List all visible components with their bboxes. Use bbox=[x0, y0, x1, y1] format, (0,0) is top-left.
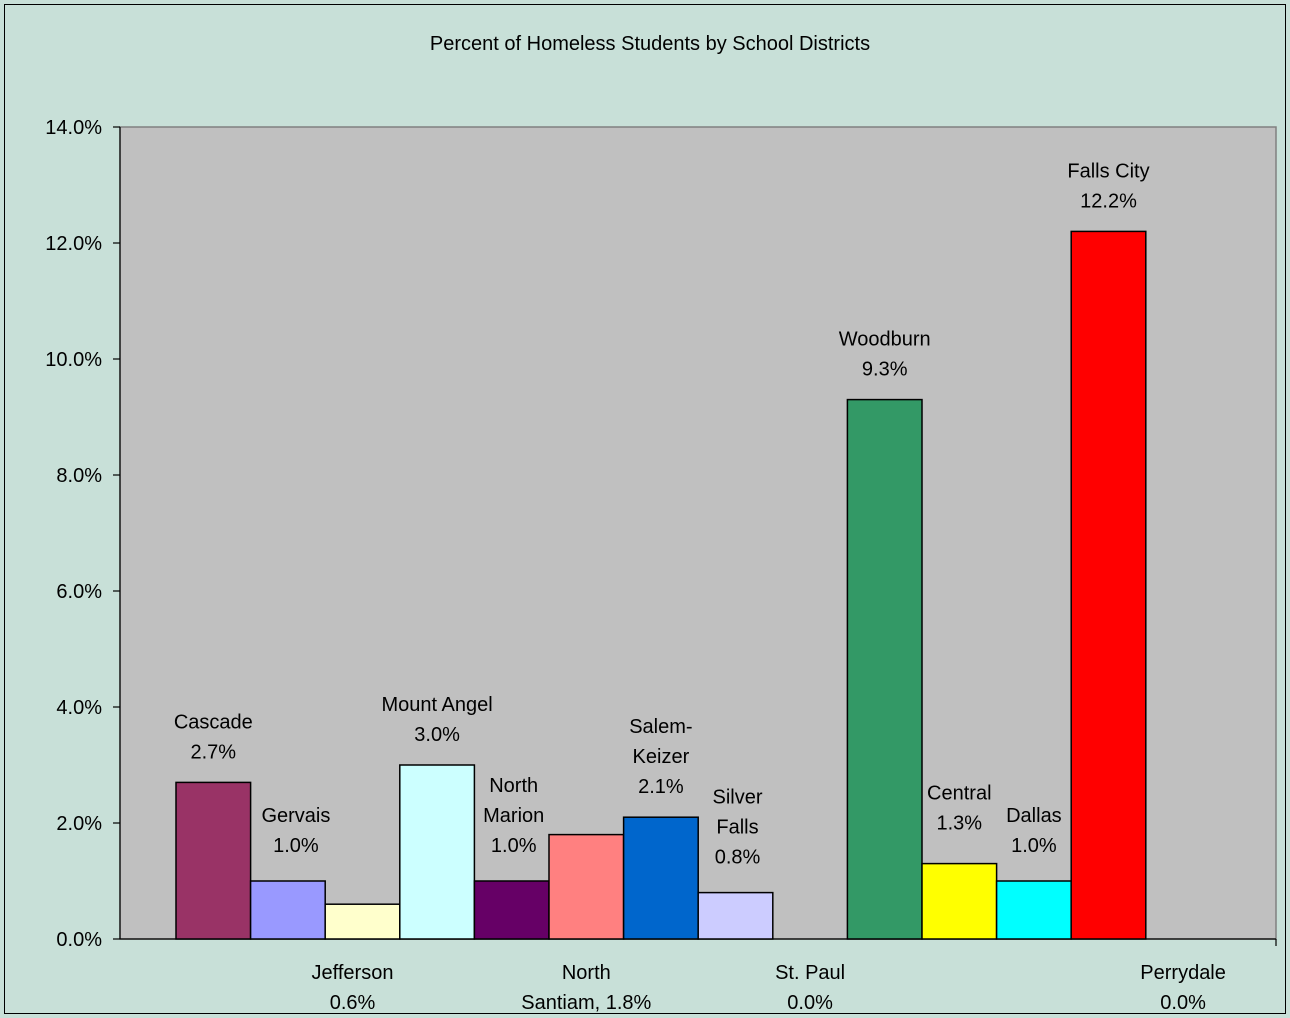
data-label: St. Paul 0.0% bbox=[775, 962, 845, 1014]
bar bbox=[473, 880, 550, 940]
y-tick-label: 0.0% bbox=[56, 929, 102, 951]
chart-title: Percent of Homeless Students by School D… bbox=[430, 33, 870, 55]
y-tick-label: 4.0% bbox=[56, 697, 102, 719]
data-label: Jefferson 0.6% bbox=[312, 962, 394, 1014]
data-label: Silver Falls 0.8% bbox=[712, 787, 762, 869]
data-label: Perrydale 0.0% bbox=[1140, 962, 1226, 1014]
data-label: Mount Angel 3.0% bbox=[381, 694, 492, 746]
data-label: Dallas 1.0% bbox=[1006, 805, 1062, 857]
bar bbox=[622, 816, 699, 940]
y-tick-label: 10.0% bbox=[45, 349, 102, 371]
y-tick-label: 12.0% bbox=[45, 233, 102, 255]
bar bbox=[399, 764, 476, 940]
data-label: Salem-Keizer 2.1% bbox=[629, 716, 692, 798]
y-tick-label: 6.0% bbox=[56, 581, 102, 603]
data-label: North Marion 1.0% bbox=[483, 775, 544, 857]
bar bbox=[1070, 230, 1147, 940]
bar bbox=[175, 781, 252, 940]
bar bbox=[249, 880, 326, 940]
data-labels: Cascade 2.7%Gervais 1.0% Jefferson 0.6% Mount… bbox=[174, 160, 1226, 1014]
data-label: Central 1.3% bbox=[927, 783, 991, 835]
bar bbox=[921, 862, 998, 940]
y-tick-label: 14.0% bbox=[45, 117, 102, 139]
y-tick-label: 2.0% bbox=[56, 813, 102, 835]
bar bbox=[846, 398, 923, 940]
data-label: Cascade 2.7% bbox=[174, 711, 253, 763]
data-label: North Santiam, 1.8% bbox=[521, 962, 651, 1014]
y-tick-label: 8.0% bbox=[56, 465, 102, 487]
data-label: Woodburn 9.3% bbox=[839, 329, 931, 381]
bar bbox=[697, 891, 774, 940]
bar bbox=[995, 880, 1072, 940]
bar bbox=[324, 903, 401, 940]
bar bbox=[548, 833, 625, 940]
data-label: Falls City 12.2% bbox=[1067, 160, 1149, 212]
data-label: Gervais 1.0% bbox=[261, 805, 330, 857]
bars bbox=[175, 230, 1147, 940]
